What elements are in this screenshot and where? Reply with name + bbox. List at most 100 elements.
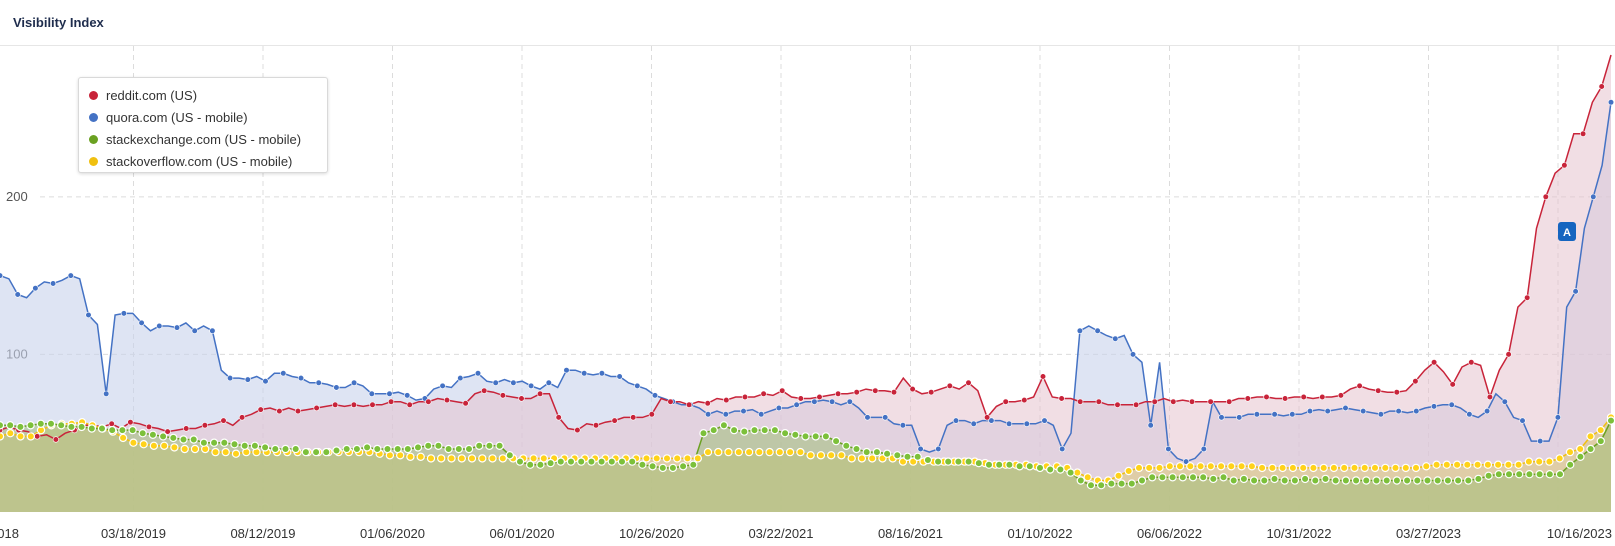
data-point	[488, 454, 497, 463]
data-point	[97, 424, 107, 433]
data-point	[1023, 420, 1030, 427]
legend-item[interactable]: reddit.com (US)	[89, 84, 327, 106]
data-point	[1432, 460, 1441, 469]
data-point	[6, 429, 15, 438]
data-point	[923, 455, 933, 465]
legend-item[interactable]: stackoverflow.com (US - mobile)	[89, 150, 327, 172]
data-point	[1391, 463, 1400, 473]
data-point	[689, 460, 698, 469]
data-point	[322, 447, 331, 457]
legend-dot-icon	[89, 90, 98, 100]
chart-title: Visibility Index	[13, 15, 104, 30]
data-point	[1147, 473, 1157, 482]
data-point	[1216, 462, 1226, 471]
data-point	[984, 460, 994, 469]
data-point	[443, 397, 451, 404]
data-point	[662, 454, 672, 463]
data-point	[847, 454, 856, 463]
data-point	[67, 272, 74, 279]
data-point	[1370, 463, 1380, 473]
data-point	[1114, 401, 1121, 408]
data-point	[740, 427, 749, 436]
data-point	[1449, 381, 1456, 388]
data-point	[545, 379, 552, 386]
data-point	[944, 457, 953, 466]
data-point	[1448, 401, 1455, 408]
data-point	[1021, 397, 1028, 404]
data-point	[444, 444, 453, 454]
data-point	[527, 382, 535, 390]
data-point	[244, 376, 251, 383]
data-point	[260, 443, 270, 452]
data-point	[970, 420, 977, 427]
data-point	[138, 319, 145, 327]
data-point	[780, 429, 790, 438]
data-point	[262, 378, 269, 385]
data-point	[85, 311, 92, 319]
data-point	[362, 443, 372, 452]
data-point	[179, 435, 188, 444]
data-point	[1412, 378, 1419, 385]
data-point	[1147, 422, 1154, 429]
data-point	[1290, 476, 1300, 485]
data-point	[868, 454, 877, 463]
data-point	[368, 390, 375, 397]
data-point	[250, 441, 260, 450]
data-point	[351, 379, 358, 386]
legend-dot-icon	[89, 112, 98, 122]
data-point	[1483, 460, 1493, 469]
data-point	[1219, 473, 1228, 482]
data-point	[404, 392, 411, 399]
data-point	[350, 401, 358, 408]
data-point	[1073, 468, 1082, 477]
legend-item[interactable]: stackexchange.com (US - mobile)	[89, 128, 327, 150]
data-point	[1319, 463, 1328, 473]
legend-label: stackoverflow.com (US - mobile)	[106, 153, 293, 169]
data-point	[1453, 476, 1463, 485]
data-point	[26, 432, 35, 441]
data-point	[903, 452, 912, 461]
x-tick-label: 03/18/2019	[101, 526, 166, 541]
data-point	[211, 447, 220, 457]
data-point	[724, 447, 733, 457]
data-point	[699, 429, 708, 438]
data-point	[834, 390, 842, 397]
data-point	[952, 417, 960, 424]
legend-item[interactable]: quora.com (US - mobile)	[89, 106, 327, 128]
data-point	[180, 444, 189, 454]
x-tick-label: 10/26/2020	[619, 526, 684, 541]
legend-label: reddit.com (US)	[106, 87, 198, 103]
data-point	[1114, 471, 1123, 480]
data-point	[1430, 403, 1438, 410]
data-point	[1392, 476, 1402, 485]
data-point	[648, 411, 655, 418]
data-point	[1077, 398, 1084, 405]
data-point	[899, 422, 907, 429]
data-point	[1253, 411, 1260, 418]
data-point	[46, 419, 56, 428]
data-point	[221, 447, 230, 457]
data-point	[1360, 408, 1367, 415]
x-tick-label: 10/16/2023	[1547, 526, 1612, 541]
data-point	[127, 419, 134, 426]
x-tick-label: 08/16/2021	[878, 526, 943, 541]
data-point	[816, 393, 823, 401]
data-point	[1218, 414, 1225, 421]
data-point	[1452, 460, 1462, 469]
data-point	[1443, 476, 1453, 485]
data-point	[77, 422, 86, 432]
data-point	[1309, 463, 1318, 473]
data-point	[685, 401, 693, 408]
data-point	[651, 392, 659, 399]
data-point	[457, 375, 464, 382]
data-point	[1565, 447, 1575, 457]
data-point	[995, 460, 1004, 469]
data-point	[478, 454, 487, 463]
data-point	[853, 389, 860, 396]
data-point	[1413, 476, 1422, 485]
data-point	[1341, 476, 1351, 485]
data-point	[1165, 445, 1172, 453]
data-point	[1289, 411, 1296, 418]
data-point	[0, 272, 4, 279]
data-point	[673, 454, 682, 463]
